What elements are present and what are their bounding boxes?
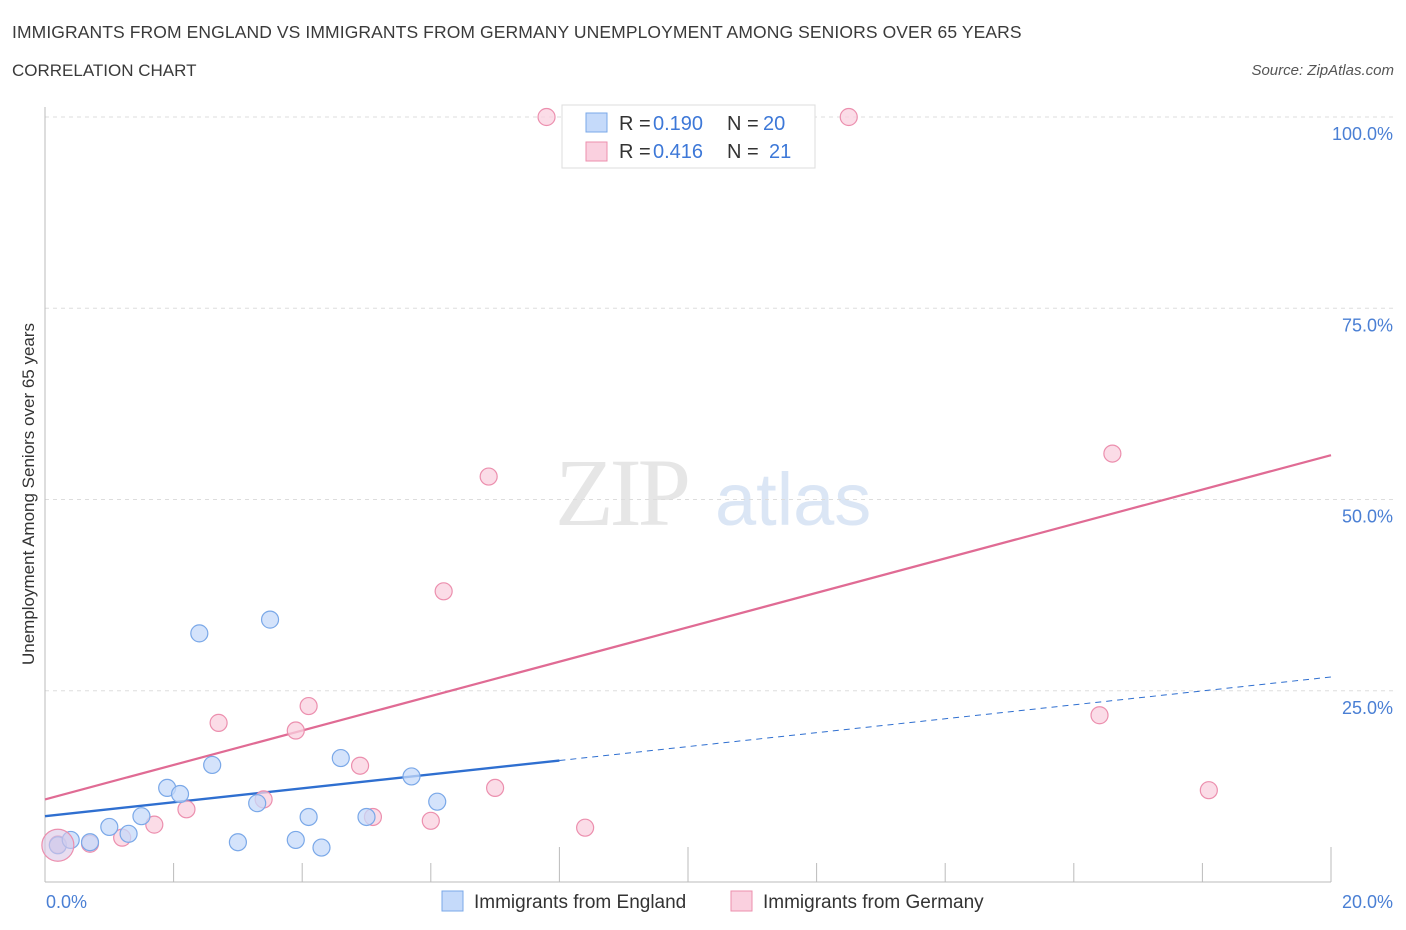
point-germany: [1090, 706, 1109, 725]
point-england: [190, 624, 209, 643]
legend-r-value-england: 0.190: [653, 113, 703, 135]
point-germany: [434, 582, 453, 601]
point-england: [132, 807, 151, 826]
point-cluster-origin: [41, 828, 75, 862]
axes: [44, 107, 1332, 883]
point-germany: [1103, 444, 1122, 463]
legend-swatch-england: [585, 112, 608, 133]
point-england: [299, 807, 318, 827]
point-england: [402, 767, 421, 786]
point-england: [248, 794, 267, 813]
point-germany: [177, 800, 196, 819]
bottom-legend-swatch-england: [441, 890, 464, 912]
point-germany: [209, 713, 228, 732]
point-england: [100, 817, 119, 837]
point-england: [119, 824, 138, 843]
bottom-legend-label-germany: Immigrants from Germany: [763, 892, 984, 913]
point-england: [428, 792, 447, 811]
watermark-zip: ZIP: [555, 439, 688, 546]
point-germany: [839, 107, 858, 127]
chart-subtitle: CORRELATION CHART: [12, 61, 197, 80]
point-england: [80, 833, 100, 852]
point-england: [286, 830, 305, 850]
legend-r-label-england: R =: [619, 113, 651, 135]
y-tick-label: 50.0%: [1342, 507, 1393, 527]
data-points: [41, 107, 1218, 862]
x-tick-label: 20.0%: [1342, 892, 1393, 912]
point-england: [312, 838, 331, 857]
point-england: [260, 610, 280, 629]
bottom-legend-swatch-germany: [730, 890, 753, 912]
y-tick-label: 25.0%: [1342, 698, 1393, 718]
point-germany: [1199, 781, 1218, 800]
point-germany: [486, 778, 505, 798]
stats-legend: R = 0.190 N = 20 R = 0.416 N = 21: [561, 104, 816, 169]
tick-labels: 25.0% 50.0% 75.0% 100.0% 0.0% 20.0%: [46, 124, 1393, 912]
point-england: [203, 755, 222, 775]
point-germany: [479, 467, 498, 486]
legend-r-value-germany: 0.416: [653, 141, 703, 163]
chart-title: IMMIGRANTS FROM ENGLAND VS IMMIGRANTS FR…: [12, 22, 1022, 42]
grid-lines: [45, 116, 1395, 692]
trend-line-germany: [44, 454, 1332, 801]
legend-n-value-england: 20: [763, 113, 785, 135]
trend-line-england: [44, 759, 560, 818]
point-england: [170, 784, 190, 804]
point-england: [357, 807, 376, 827]
x-tick-label: 0.0%: [46, 892, 87, 912]
series-legend: Immigrants from England Immigrants from …: [441, 890, 984, 913]
trend-line-england-projection: [559, 676, 1332, 762]
y-tick-label: 100.0%: [1332, 124, 1393, 144]
legend-r-label-germany: R =: [619, 141, 651, 163]
point-england: [228, 833, 247, 852]
legend-swatch-germany: [585, 141, 608, 162]
y-axis-title: Unemployment Among Seniors over 65 years: [19, 323, 38, 665]
point-germany: [421, 811, 440, 830]
point-germany: [299, 696, 318, 716]
legend-n-value-germany: 21: [769, 141, 791, 163]
point-germany: [286, 721, 305, 740]
point-germany: [576, 818, 595, 837]
y-tick-label: 75.0%: [1342, 315, 1393, 335]
source-credit: Source: ZipAtlas.com: [1251, 62, 1394, 79]
trend-lines: [44, 454, 1332, 818]
point-england: [331, 748, 350, 768]
legend-n-label-germany: N =: [727, 141, 759, 163]
point-germany: [350, 756, 370, 775]
legend-n-label-england: N =: [727, 113, 759, 135]
bottom-legend-label-england: Immigrants from England: [474, 892, 686, 913]
point-germany: [145, 815, 164, 834]
point-germany: [537, 107, 556, 127]
